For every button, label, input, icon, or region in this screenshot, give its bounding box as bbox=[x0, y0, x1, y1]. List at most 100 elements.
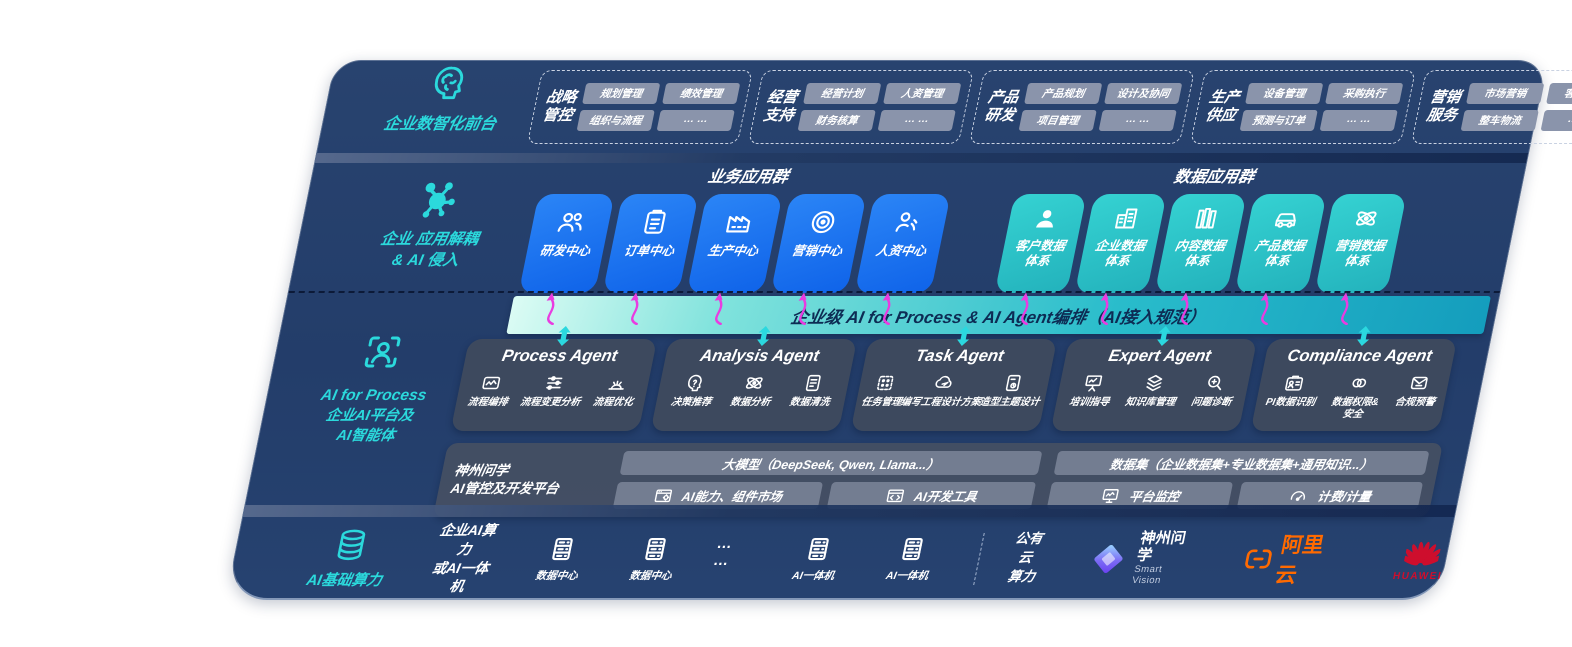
app-tile: 营销中心 bbox=[770, 194, 867, 325]
front-office-group: 产品 研发 产品规划 设计及协同 项目管理… … bbox=[968, 70, 1196, 144]
ai-process-band: 企业级 AI for Process & AI Agent编排（AI接入规范） … bbox=[245, 291, 1501, 517]
front-office-chip: … … bbox=[1540, 110, 1572, 131]
tablet-design-icon bbox=[1000, 372, 1026, 394]
agent-capability: 决策推荐 bbox=[670, 372, 717, 409]
front-office-chip: … … bbox=[1319, 110, 1398, 131]
agent-capability-label: 决策推荐 bbox=[669, 397, 713, 408]
agent-capability: 数据分析 bbox=[729, 372, 776, 409]
flow-arrow-icon bbox=[1100, 292, 1109, 325]
car-icon bbox=[1270, 205, 1302, 232]
flow-arrow-icon bbox=[882, 292, 891, 325]
server-item: 数据中心 bbox=[525, 534, 595, 583]
agent-box: Compliance Agent PI数据识别 数据权限& 安全 合规预警 bbox=[1250, 326, 1458, 431]
huawei-name: HUAWEI bbox=[1391, 570, 1444, 582]
agent-title: Expert Agent bbox=[1106, 347, 1213, 365]
app-gear-icon bbox=[651, 486, 675, 506]
diagnose-icon bbox=[1202, 372, 1228, 394]
agent-capability: 任务管理 bbox=[860, 372, 907, 409]
front-office-chip-grid: 经营计划 人资管理 财务核算… … bbox=[797, 83, 962, 131]
app-tile: 产品数据 体系 bbox=[1234, 194, 1327, 325]
agent-capability: 数据清洗 bbox=[788, 372, 835, 409]
agent-capability: 培训指导 bbox=[1068, 372, 1115, 409]
platform-cell: AI开发工具 bbox=[826, 482, 1037, 509]
front-office-chip: 绩效管理 bbox=[662, 83, 741, 104]
agent-capability: 编写工程设计方案 bbox=[899, 372, 985, 409]
agent-capability-label: 数据权限& 安全 bbox=[1330, 397, 1380, 420]
app-tile-label: 内容数据 体系 bbox=[1173, 239, 1227, 268]
agent-items: PI数据识别 数据权限& 安全 合规预警 bbox=[1259, 372, 1445, 420]
ai-process-label-en: AI for Process bbox=[319, 387, 429, 404]
platform-grid: 大模型（DeepSeek, Qwen, Llama...） AI能力、组件市场 … bbox=[612, 451, 1430, 509]
app-tile: 内容数据 体系 bbox=[1154, 194, 1247, 325]
front-office-chip: 项目管理 bbox=[1018, 110, 1097, 131]
sliders-icon bbox=[541, 372, 567, 394]
huawei-logo: HUAWEI bbox=[1392, 536, 1450, 582]
double-arrow-icon bbox=[1157, 326, 1171, 346]
platform-cell-label: 平台监控 bbox=[1127, 490, 1181, 504]
app-tile: 营销数据 体系 bbox=[1314, 194, 1407, 325]
cloud-edit-icon bbox=[931, 372, 957, 394]
front-office-chip: 人资管理 bbox=[883, 83, 962, 104]
agent-title: Process Agent bbox=[500, 347, 620, 365]
flow-arrow-icon bbox=[798, 292, 807, 325]
front-office-group: 战略 管控 规划管理 绩效管理 组织与流程… … bbox=[526, 70, 753, 144]
agent-capability-label: 培训指导 bbox=[1068, 397, 1111, 408]
smart-vision-logo: 神州问学 Smart Vision bbox=[1083, 530, 1199, 586]
agent-capability-label: 编写工程设计方案 bbox=[899, 397, 982, 408]
architecture-panel: 企业数智化前台 战略 管控 规划管理 绩效管理 组织与流程… … 经营 支持 经营计划人… bbox=[225, 60, 1572, 600]
training-icon bbox=[1080, 372, 1106, 394]
server-item: AI一体机 bbox=[876, 534, 946, 583]
aliyun-logo: 阿里云 bbox=[1239, 529, 1345, 589]
double-arrow-icon bbox=[557, 326, 571, 346]
platform-model-column: 大模型（DeepSeek, Qwen, Llama...） AI能力、组件市场 … bbox=[612, 451, 1043, 509]
ellipsis-dots: … … bbox=[711, 534, 736, 569]
building-icon bbox=[1110, 205, 1142, 232]
agent-box: Analysis Agent 决策推荐 数据分析 数据清洗 bbox=[650, 326, 858, 431]
person-wave-icon bbox=[889, 207, 925, 237]
smart-vision-diamond-icon bbox=[1085, 539, 1133, 579]
front-office-chip: 整车物流 bbox=[1460, 110, 1539, 131]
people-icon bbox=[553, 207, 589, 237]
front-office-group-title: 产品 研发 bbox=[983, 89, 1021, 124]
agent-capability: 造型主题设计 bbox=[978, 372, 1045, 409]
brain-head-icon bbox=[424, 63, 472, 103]
app-tile: 企业数据 体系 bbox=[1074, 194, 1167, 325]
agent-capability-label: PI数据识别 bbox=[1264, 397, 1317, 408]
flow-arrow-icon bbox=[714, 292, 723, 325]
front-office-chip: 采购执行 bbox=[1325, 83, 1404, 104]
server-label: AI一体机 bbox=[884, 570, 930, 582]
flow-arrow-icon bbox=[1340, 292, 1349, 325]
front-office-chip-grid: 市场营销客户关系整车物流… … bbox=[1460, 83, 1572, 131]
agent-capability-label: 数据清洗 bbox=[788, 397, 831, 408]
vertical-divider bbox=[973, 532, 985, 585]
flow-arrow-icon bbox=[1260, 292, 1269, 325]
enterprise-compute-label: 企业AI算力 或AI一体机 bbox=[430, 521, 498, 595]
front-office-group-title: 生产 供应 bbox=[1204, 89, 1242, 124]
app-tile: 客户数据 体系 bbox=[994, 194, 1087, 325]
agent-capability: PI数据识别 bbox=[1265, 372, 1322, 409]
agent-capability-label: 流程优化 bbox=[591, 397, 635, 408]
business-tiles: 研发中心 订单中心 生产中心 营销中心 人资中心 bbox=[518, 194, 951, 325]
agent-capability-label: 流程编排 bbox=[466, 397, 509, 408]
double-arrow-icon bbox=[757, 326, 771, 346]
platform-cell: 计费/计量 bbox=[1236, 482, 1424, 509]
doc-clean-icon bbox=[800, 372, 826, 394]
agent-capability-label: 造型主题设计 bbox=[978, 397, 1041, 408]
front-office-groups: 战略 管控 规划管理 绩效管理 组织与流程… … 经营 支持 经营计划 人资管理 财务核算…… bbox=[526, 70, 1572, 144]
flow-arrow-icon bbox=[1180, 292, 1189, 325]
app-tile-label: 企业数据 体系 bbox=[1093, 239, 1147, 268]
aliyun-brackets-icon bbox=[1242, 545, 1276, 573]
agent-capability: 知识库管理 bbox=[1124, 372, 1181, 409]
agent-capability: 流程优化 bbox=[592, 372, 639, 409]
factory-icon bbox=[721, 207, 757, 237]
front-office-label-block: 企业数智化前台 bbox=[373, 63, 517, 134]
business-group-title: 业务应用群 bbox=[706, 169, 790, 186]
data-tiles: 客户数据 体系 企业数据 体系 内容数据 体系 产品数据 体系 营销数据 体系 bbox=[994, 194, 1407, 325]
app-tile-label: 营销数据 体系 bbox=[1333, 239, 1387, 268]
app-tile-label: 生产中心 bbox=[706, 244, 760, 258]
server-label: AI一体机 bbox=[790, 570, 836, 582]
flow-arrow-icon bbox=[1020, 292, 1029, 325]
front-office-chip: 规划管理 bbox=[582, 83, 661, 104]
front-office-chip: 组织与流程 bbox=[576, 110, 655, 131]
user-icon bbox=[1030, 205, 1062, 232]
